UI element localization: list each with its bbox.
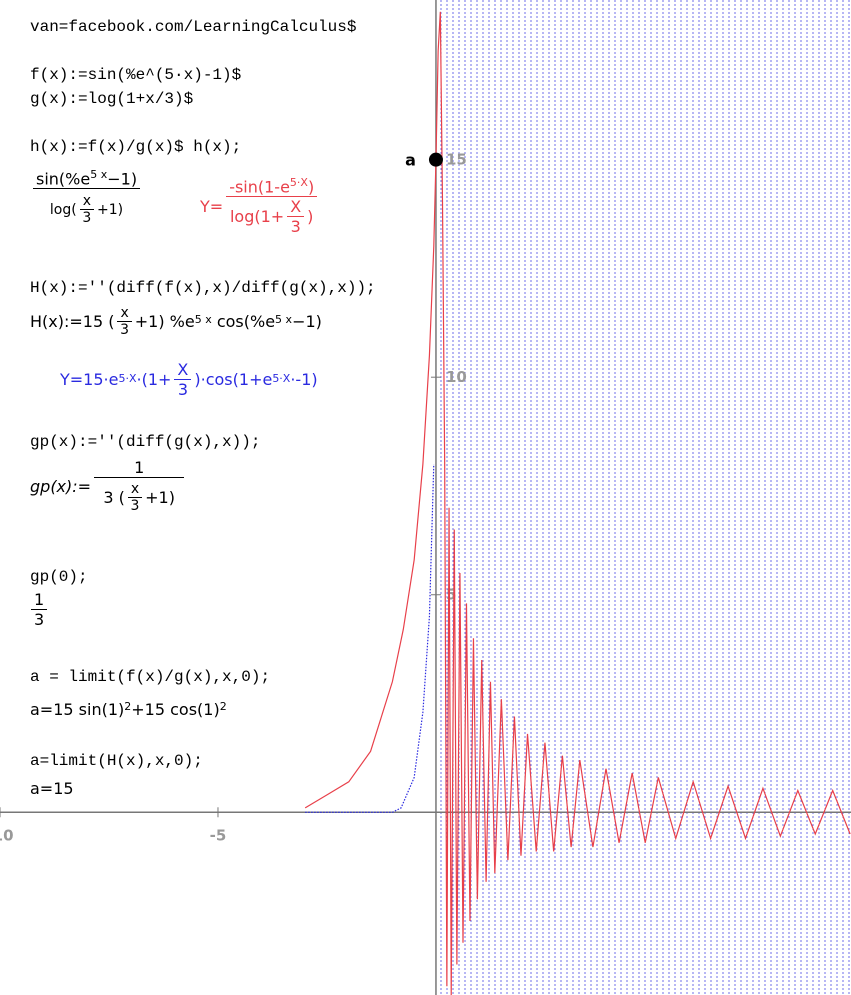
text: a=15 (30, 779, 74, 798)
curve (305, 464, 435, 813)
text: ) (307, 207, 314, 227)
text: 3 (120, 322, 130, 338)
text: Y= (200, 196, 224, 216)
text: 5 x (275, 313, 293, 326)
x-tick-label: -10 (0, 826, 14, 844)
text: 3 (82, 210, 92, 227)
text: )·cos(1+e (194, 370, 273, 389)
y-tick-label: 10 (446, 368, 467, 386)
text: +1) %e (134, 312, 195, 331)
x-tick-label: -5 (210, 826, 227, 844)
text: 5·X (118, 372, 137, 385)
text: 5 x (90, 168, 108, 181)
text: +1) (97, 201, 124, 218)
text: Y=15·e (60, 370, 119, 389)
text: ) (307, 177, 315, 197)
text: 3 (130, 498, 140, 514)
text: 1 (31, 590, 48, 610)
input: a=limit(H(x),x,0); (30, 752, 203, 770)
point (428, 152, 443, 167)
text: x (127, 481, 143, 498)
input: a = limit(f(x)/g(x),x,0); (30, 668, 271, 686)
text: gp(x):= (30, 476, 92, 496)
text: log( (49, 201, 77, 218)
text: 1 (94, 458, 185, 478)
input: van=facebook.com/LearningCalculus$ (30, 18, 357, 36)
text: −1) (107, 169, 138, 189)
text: ·-1) (290, 370, 318, 389)
text: 2 (124, 700, 132, 713)
text: X (287, 197, 305, 218)
text: 5·X (289, 176, 308, 189)
text: +1) (145, 488, 175, 507)
text: −1) (292, 312, 322, 331)
input: gp(0); (30, 568, 88, 586)
text: -sin(1-e (229, 177, 290, 197)
input: f(x):=sin(%e^(5·x)-1)$ (30, 66, 242, 84)
curve (304, 11, 851, 995)
point-label: a (405, 151, 416, 170)
text: 3 ( (103, 488, 125, 507)
output: gp(x):= 1 3 (x 3 +1) (30, 458, 187, 514)
text: cos(%e (211, 312, 276, 331)
input: gp(x):=''(diff(g(x),x)); (30, 433, 261, 451)
red-note: Y= -sin(1-e5·X) log(1+ X 3) (200, 176, 320, 236)
text: sin(%e (36, 169, 91, 189)
text: 5·X (272, 372, 291, 385)
input: h(x):=f(x)/g(x)$ h(x); (30, 138, 242, 156)
output: a=15 sin(1) 2 +15 cos(1) 2 (30, 700, 227, 719)
text: 3 (177, 380, 188, 399)
text: +15 cos(1) (131, 700, 220, 719)
output: a=15 (30, 779, 74, 798)
text: 5 x (194, 313, 212, 326)
output: sin(%e5 x−1) log(x 3 +1) (30, 168, 143, 226)
text: 3 (34, 610, 45, 629)
text: 2 (219, 700, 227, 713)
input: g(x):=log(1+x/3)$ (30, 90, 194, 108)
input: H(x):=''(diff(f(x),x)/diff(g(x),x)); (30, 279, 376, 297)
output: H(x):=15 (x 3 +1) %e 5 x cos(%e 5 x −1) (30, 305, 322, 338)
text: x (117, 305, 132, 322)
text: a=15 sin(1) (30, 700, 125, 719)
text: x (79, 193, 95, 211)
text: 3 (290, 217, 301, 237)
blue-note: Y=15·e 5·X ·(1+ X 3)·cos(1+e 5·X ·-1) (60, 360, 318, 399)
blue-hatching (437, 0, 851, 995)
text: log(1+ (229, 207, 285, 227)
text: ·(1+ (136, 370, 172, 389)
y-tick-label: 15 (446, 151, 467, 169)
y-tick-label: 5 (446, 586, 456, 604)
text: X (174, 360, 192, 380)
text: H(x):=15 ( (30, 312, 115, 331)
